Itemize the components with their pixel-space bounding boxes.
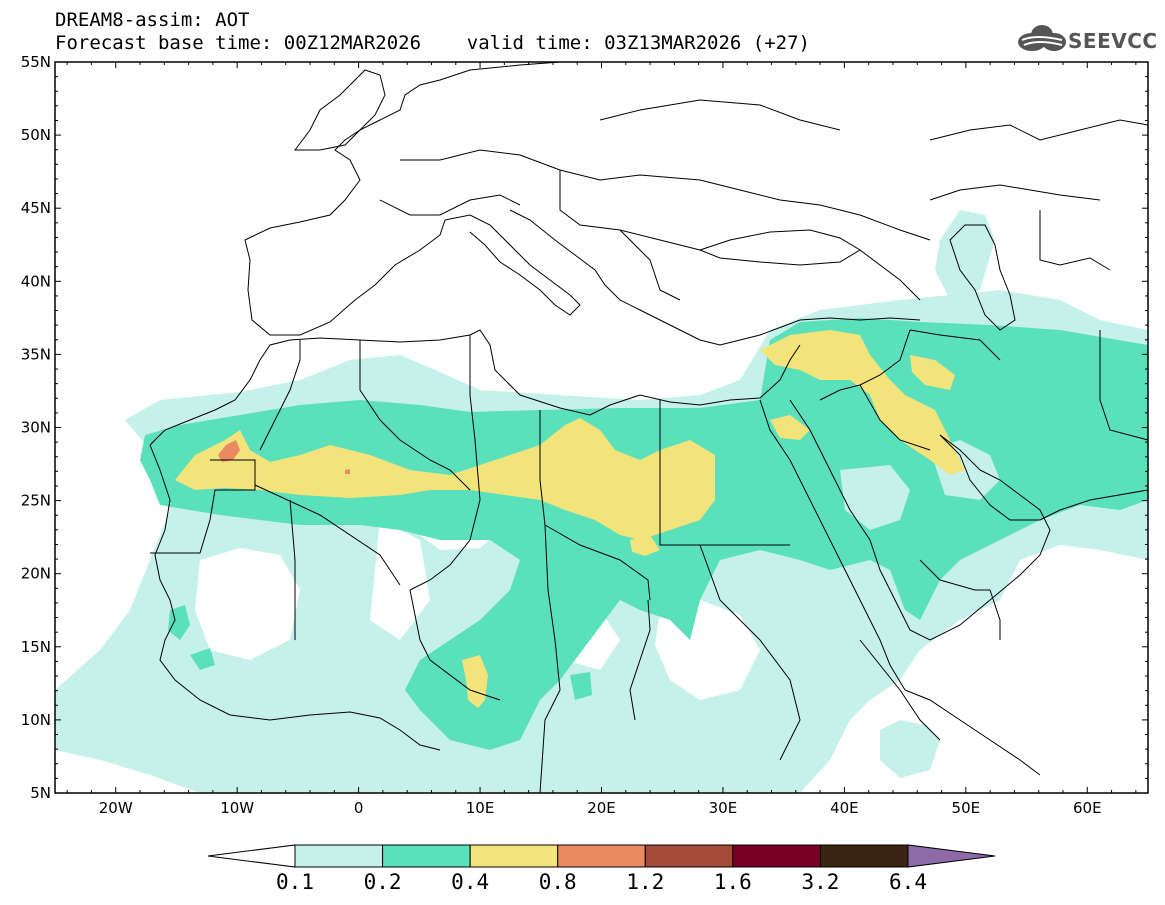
latitude-label: 30N: [21, 419, 51, 437]
aot-band-0-4: [770, 415, 810, 440]
aot-band-0-4: [175, 418, 715, 540]
colorbar-swatch: [732, 844, 821, 868]
aot-band-0-1: [880, 720, 940, 778]
longitude-label: 20E: [587, 799, 616, 817]
coastline-europe: [244, 62, 561, 241]
colorbar-level-label: 6.4: [889, 870, 927, 894]
latitude-label: 35N: [21, 345, 51, 363]
colorbar-level-label: 1.2: [626, 870, 664, 894]
coastline-gulf: [939, 434, 1148, 521]
aot-band-0-4: [760, 330, 965, 475]
aot-band-0-4: [630, 535, 660, 556]
colorbar-swatch: [294, 844, 384, 868]
coastline-africa-west: [149, 444, 441, 751]
latitude-label: 20N: [21, 565, 51, 583]
aot-band-0-1: [935, 210, 995, 300]
latitude-label: 50N: [21, 126, 51, 144]
longitude-labels: 20W 10W 0 10E 20E 30E 40E 50E 60E: [99, 799, 1102, 817]
colorbar-swatch: [382, 844, 471, 868]
colorbar-labels: 0.1 0.2 0.4 0.8 1.2 1.6 3.2 6.4: [276, 870, 927, 894]
longitude-label: 60E: [1073, 799, 1102, 817]
longitude-label: 0: [354, 799, 364, 817]
aot-band-0-8: [345, 469, 350, 474]
longitude-label: 50E: [952, 799, 981, 817]
colorbar-max-arrow: [907, 844, 996, 868]
axis-ticks: [55, 61, 1148, 794]
latitude-label: 55N: [21, 53, 51, 71]
colorbar-swatch: [644, 844, 734, 868]
colorbar-level-label: 0.8: [539, 870, 577, 894]
country-borders: [149, 62, 1148, 793]
aot-band-0-4: [910, 355, 955, 390]
colorbar-swatch: [469, 844, 559, 868]
colorbar-level-label: 1.6: [714, 870, 752, 894]
longitude-label: 40E: [830, 799, 859, 817]
coastline-iberia: [244, 219, 446, 336]
aot-contour-fills: [55, 210, 1148, 793]
latitude-label: 5N: [30, 784, 51, 802]
coastline-arabia: [789, 399, 1051, 641]
longitude-label: 10W: [220, 799, 254, 817]
longitude-label: 30E: [709, 799, 738, 817]
coastline-africa-north: [149, 329, 801, 446]
coastline-red-sea: [759, 399, 906, 691]
coastline-horn: [904, 689, 1041, 776]
aot-colorbar: [207, 844, 996, 868]
map-title: DREAM8-assim: AOT: [55, 9, 250, 31]
colorbar-level-label: 3.2: [801, 870, 839, 894]
latitude-label: 40N: [21, 272, 51, 290]
coastline-uk: [294, 69, 386, 151]
aot-band-0-8: [218, 440, 240, 462]
latitude-label: 45N: [21, 199, 51, 217]
latitude-label: 25N: [21, 492, 51, 510]
coastline-italy: [444, 214, 581, 316]
latitude-label: 10N: [21, 711, 51, 729]
longitude-label: 10E: [466, 799, 495, 817]
seevccc-logo: SEEVCCC: [1018, 25, 1156, 53]
colorbar-min-arrow: [207, 844, 296, 868]
colorbar-level-label: 0.4: [451, 870, 489, 894]
colorbar-level-label: 0.2: [364, 870, 402, 894]
latitude-label: 15N: [21, 638, 51, 656]
colorbar-swatch: [557, 844, 646, 868]
aot-band-0-2: [190, 648, 215, 670]
coastline-balkans: [509, 209, 921, 346]
coastline-black-sea: [698, 229, 861, 266]
logo-text: SEEVCCC: [1068, 29, 1156, 53]
colorbar-swatch: [819, 844, 909, 868]
aot-band-0-4: [462, 655, 488, 708]
cloud-icon: [1018, 25, 1066, 51]
coastline-caspian: [949, 224, 1016, 331]
latitude-labels: 55N 50N 45N 40N 35N 30N 25N 20N 15N 10N 5N: [21, 53, 51, 802]
longitude-label: 20W: [99, 799, 133, 817]
forecast-time-line: Forecast base time: 00Z12MAR2026 valid t…: [55, 32, 810, 54]
aot-band-0-2: [570, 672, 592, 700]
colorbar-level-label: 0.1: [276, 870, 314, 894]
